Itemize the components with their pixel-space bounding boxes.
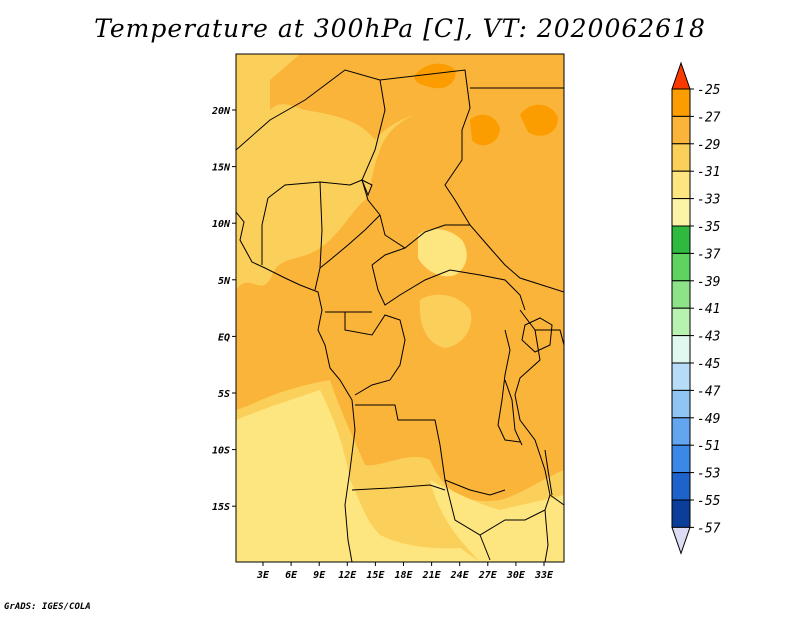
field-patch-4 [236,179,256,214]
colorbar-swatch [671,444,691,474]
field-zone-warm [236,70,564,502]
colorbar-label: -43 [697,330,720,345]
colorbar-swatch [671,225,691,254]
border-1 [236,69,386,216]
colorbar-label: -49 [697,412,720,427]
colorbar-swatch [671,472,691,501]
lat-tick-label: 5N [218,276,231,287]
lon-tick-label: 21E [422,570,442,581]
temperature-field [236,54,564,562]
colorbar-label: -41 [697,302,720,317]
lon-tick-label: 27E [478,570,498,581]
colorbar-label: -51 [697,439,720,454]
map-frame [235,53,565,563]
colorbar-swatch [671,307,691,337]
lat-tick-label: 20N [211,106,231,117]
lon-tick-label: 24E [450,570,470,581]
field-zone-south [236,390,480,562]
border-16 [514,329,564,506]
lat-axis: 20N 15N 10N 5N EQ 5S 10S 15S [211,106,236,513]
border-19 [479,534,491,561]
lon-tick-label: 12E [338,570,357,581]
lon-tick-label: 6E [285,570,298,581]
colorbar-label: -37 [697,247,721,262]
border-15 [519,309,564,346]
colorbar-swatch [671,362,691,391]
lon-tick-label: 33E [534,570,554,581]
field-patch-cold-2 [470,114,500,146]
border-7 [314,214,381,291]
colorbar-label: -33 [697,193,720,208]
colorbar-swatch [671,389,691,419]
colorbar-label: -57 [697,521,721,536]
colorbar-label: -53 [697,467,720,482]
field-patch-1 [269,119,356,181]
field-patch-cold-1 [414,63,456,89]
field-patch-3 [419,294,472,348]
colorbar-label: -55 [697,494,721,509]
lat-tick-label: 5S [218,389,230,400]
colorbar-swatch [671,335,691,364]
border-13 [355,404,506,496]
border-17 [351,484,446,491]
border-5 [261,197,269,265]
colorbar-swatch [671,143,691,172]
lon-tick-label: 3E [256,570,270,581]
lat-tick-label: EQ [218,332,230,343]
border-20 [544,509,549,562]
colorbar-label: -25 [697,83,721,98]
border-10 [371,264,526,311]
lon-tick-label: 18E [394,570,413,581]
lake-chad [361,178,373,197]
lake-malawi [544,449,553,496]
lat-tick-label: 10S [212,446,230,457]
colorbar-swatch [671,115,691,145]
colorbar-swatch [671,198,691,227]
lat-tick-label: 15S [212,502,230,513]
colorbar-swatch [671,170,691,200]
colorbar-top-arrow [671,61,691,90]
border-2 [379,69,564,293]
lon-tick-label: 30E [506,570,526,581]
field-zone-southeast [430,480,564,562]
border-14 [497,329,521,443]
colorbar-bottom-arrow [671,526,691,555]
lake-tanganyika [504,379,523,446]
colorbar-label: -29 [697,138,720,153]
field-zone-north [270,54,564,140]
field-patch-2 [418,228,467,277]
border-11 [325,311,406,396]
credit-label: GrADS: IGES/COLA [4,602,91,612]
map-title: Temperature at 300hPa [C], VT: 202006261… [94,14,706,43]
colorbar-swatch [671,280,691,309]
colorbar-swatch [671,252,691,282]
colorbar-swatch [671,499,691,528]
colorbar-label: -31 [697,165,720,180]
border-9 [371,247,406,266]
lat-tick-label: 15N [212,163,231,174]
lat-tick-label: 10N [212,219,231,230]
colorbar-label: -47 [697,384,721,399]
coastline-west [236,211,356,562]
colorbar-swatch [671,88,691,117]
borders [236,69,564,562]
lake-victoria [521,317,553,353]
colorbar: -25 -27 -29 -31 -33 -35 -37 -39 -41 -43 -45 -47 -49 -… [671,61,721,555]
field-patch-cold-3 [520,104,558,136]
border-6 [319,181,323,269]
lon-axis: 3E 6E 9E 12E 15E 18E 21E 24E 27E 30E 33E [256,562,554,581]
colorbar-label: -39 [697,275,720,290]
lon-tick-label: 15E [366,570,385,581]
colorbar-label: -45 [697,357,721,372]
colorbar-label: -27 [697,110,721,125]
border-8 [379,214,470,249]
lon-tick-label: 9E [313,570,326,581]
colorbar-swatch [671,417,691,446]
colorbar-label: -35 [697,220,721,235]
